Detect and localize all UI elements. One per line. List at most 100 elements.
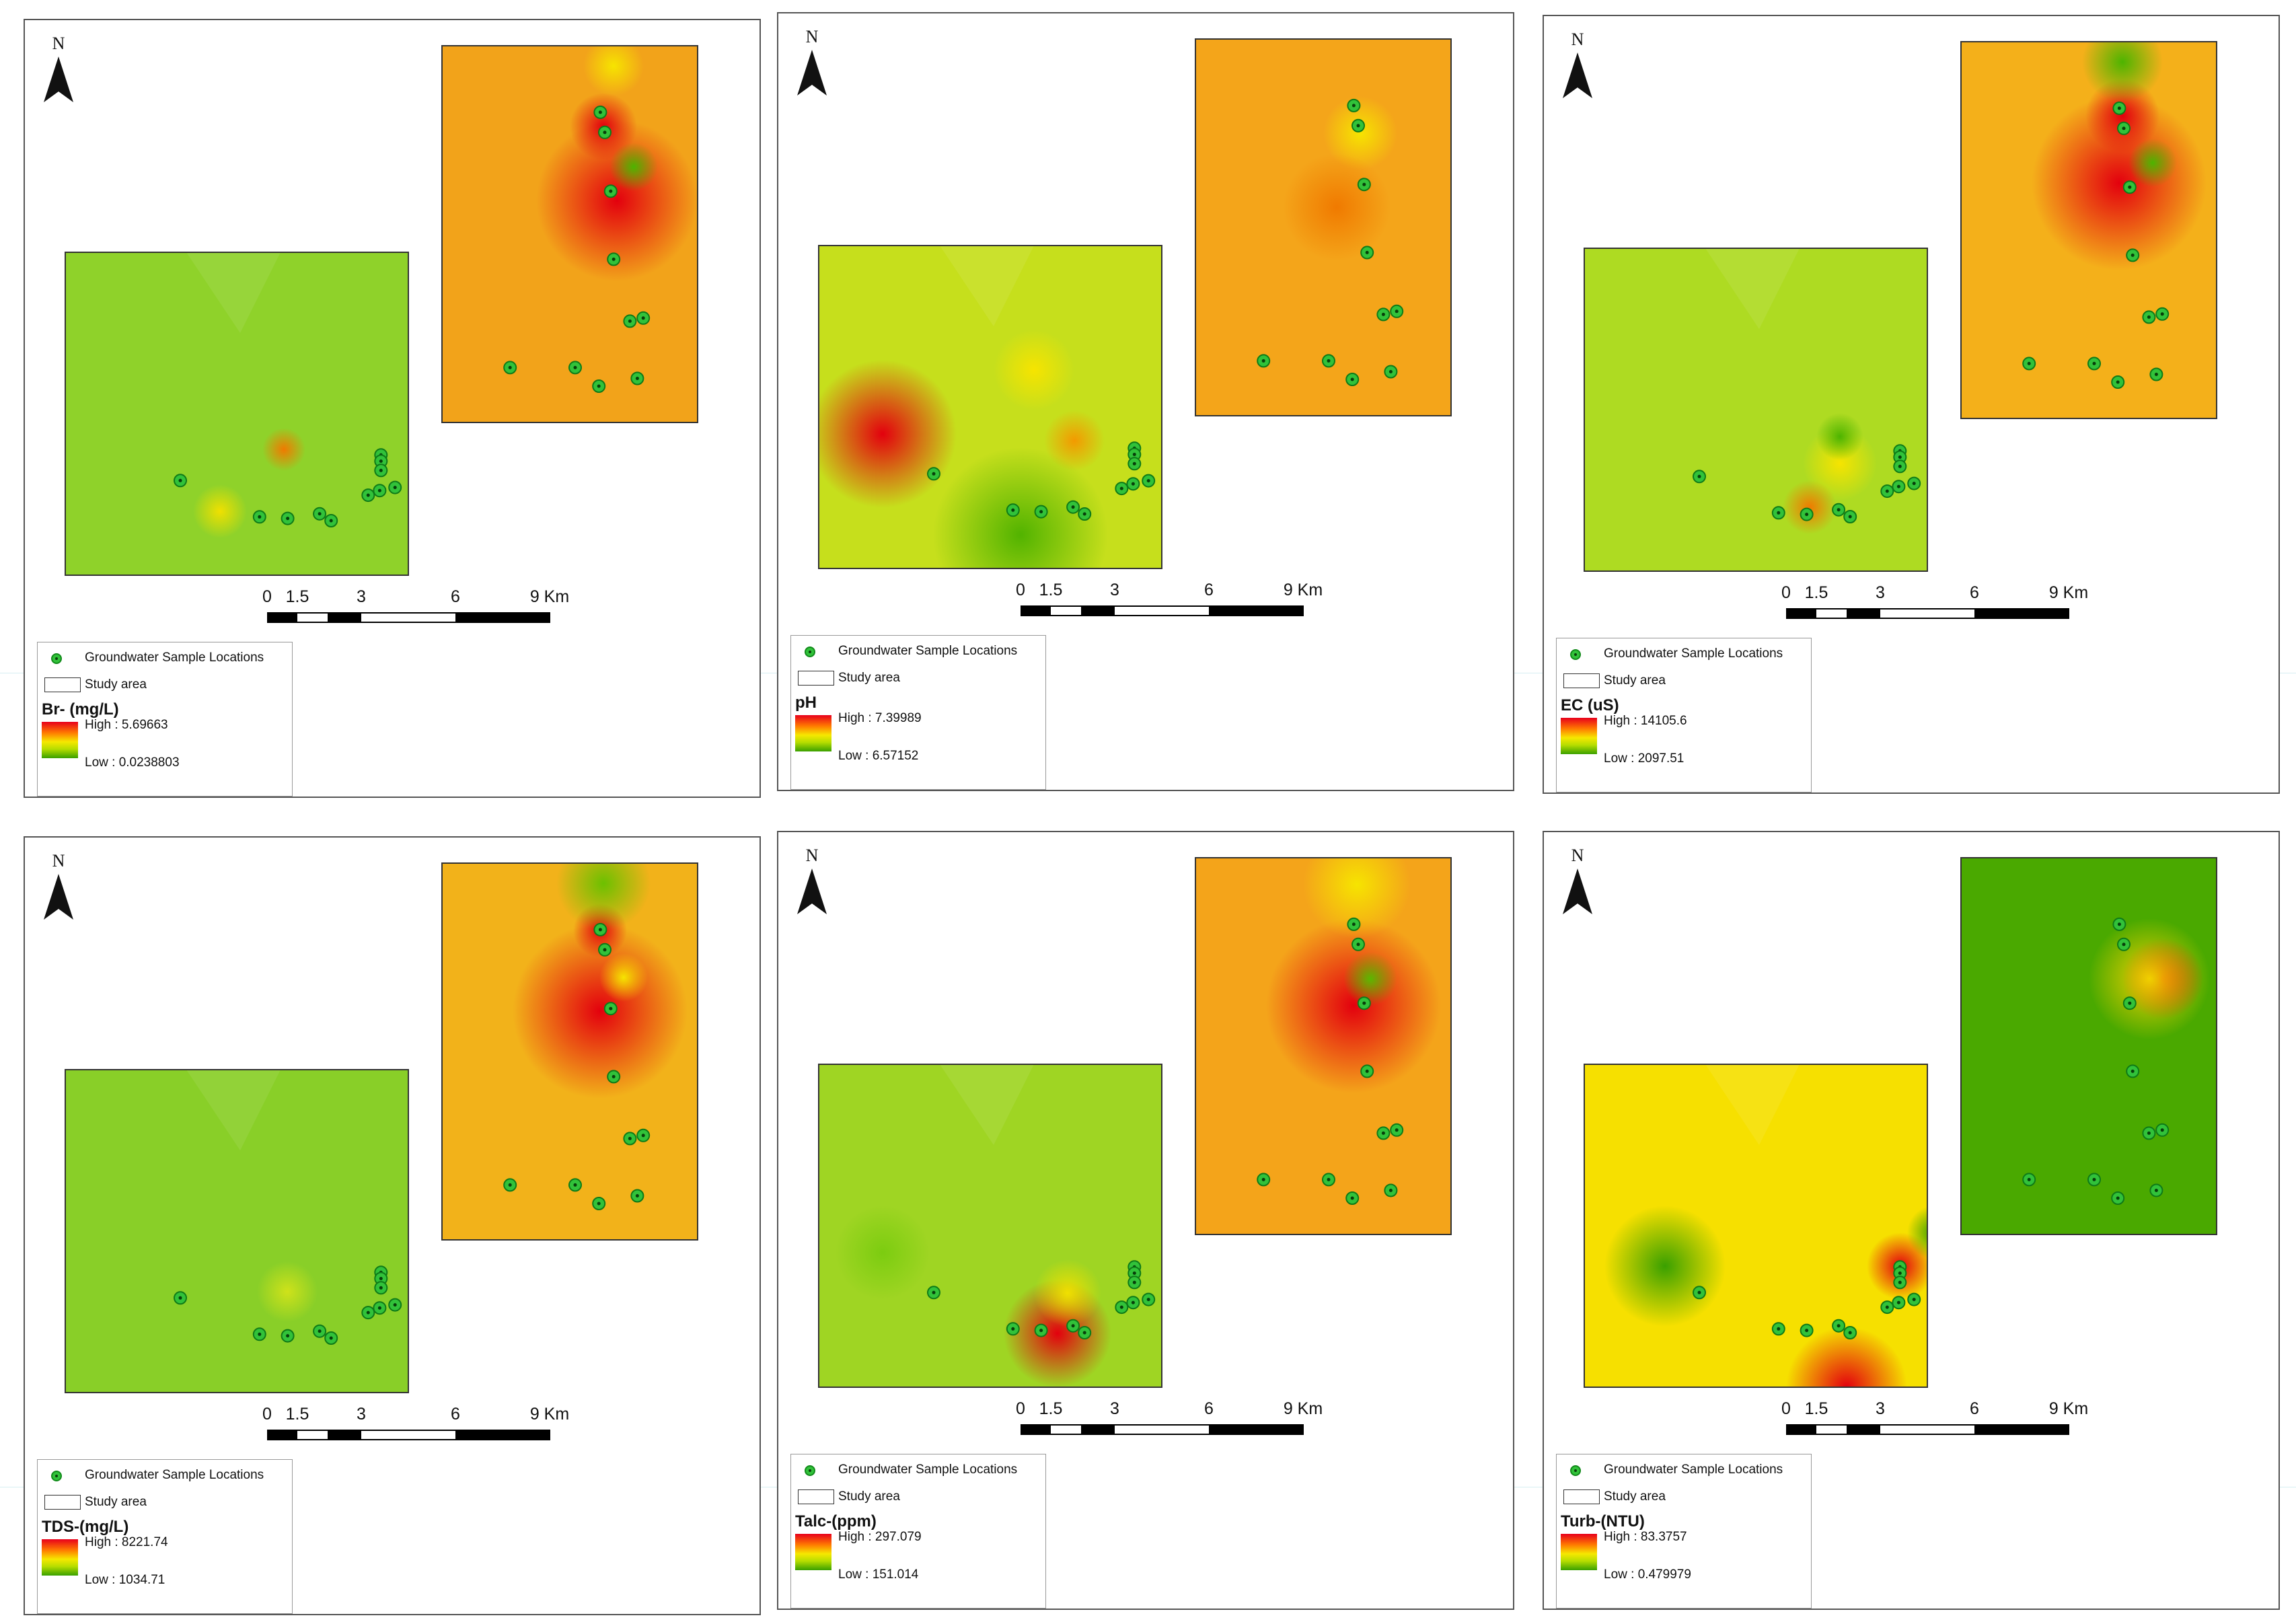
scale-tick-label: 3 <box>1876 1399 1885 1418</box>
legend-high-value: High : 14105.6 <box>1604 714 1687 728</box>
study-area-left <box>818 1064 1162 1388</box>
scale-tick-label: 9 Km <box>2048 583 2089 602</box>
scale-tick-label: 3 <box>357 587 366 606</box>
north-label: N <box>805 27 819 46</box>
interpolation-map <box>818 38 1452 569</box>
legend-study-area-label: Study area <box>85 1495 147 1509</box>
map-legend: Groundwater Sample Locations Study area Tu… <box>1556 1454 1812 1609</box>
study-area-swatch <box>1563 1489 1600 1504</box>
sample-point-icon <box>51 653 62 664</box>
scale-tick-label: 6 <box>1204 1399 1214 1418</box>
legend-study-area-label: Study area <box>1604 1489 1666 1504</box>
color-ramp <box>42 1539 78 1576</box>
legend-parameter-title: Talc-(ppm) <box>795 1512 877 1530</box>
legend-high-value: High : 297.079 <box>838 1530 922 1544</box>
scale-tick-label: 1.5 <box>1039 581 1063 599</box>
legend-low-value: Low : 2097.51 <box>1604 751 1684 766</box>
legend-study-area-label: Study area <box>85 677 147 692</box>
study-area-right <box>1960 857 2217 1235</box>
legend-study-area-label: Study area <box>838 671 900 685</box>
study-area-swatch <box>1563 673 1600 688</box>
legend-low-value: Low : 1034.71 <box>85 1573 165 1587</box>
legend-samples-label: Groundwater Sample Locations <box>85 1468 264 1482</box>
map-panel: N 0 1.5 3 6 9 Km Groundwater Sample Locations S… <box>777 831 1514 1610</box>
legend-high-value: High : 8221.74 <box>85 1535 168 1549</box>
map-panel: N 0 1.5 3 6 9 Km Groundwater Sample Locations S… <box>24 836 761 1615</box>
scale-tick-label: 6 <box>1970 1399 1979 1418</box>
sample-point-icon <box>1570 1465 1581 1476</box>
north-label: N <box>52 851 65 871</box>
scale-tick-label: 6 <box>451 587 460 606</box>
legend-samples-label: Groundwater Sample Locations <box>838 1463 1018 1477</box>
interpolation-map <box>65 45 698 576</box>
north-label: N <box>1571 846 1584 865</box>
map-panel: N 0 1.5 3 6 9 Km Groundwater Sample Locations S… <box>1543 831 2280 1610</box>
scale-tick-label: 9 Km <box>529 1405 570 1424</box>
map-legend: Groundwater Sample Locations Study area Br… <box>37 642 293 797</box>
scale-tick-label: 3 <box>1110 1399 1119 1418</box>
interpolation-map <box>1584 857 2217 1388</box>
study-area-left <box>1584 1064 1928 1388</box>
map-panel: N 0 1.5 3 6 9 Km Groundwater Sample Locations S… <box>777 12 1514 791</box>
interpolation-map <box>65 862 698 1393</box>
scale-bar: 0 1.5 3 6 9 Km <box>254 1405 569 1452</box>
scale-bar: 0 1.5 3 6 9 Km <box>1007 581 1323 628</box>
north-arrow-icon: N <box>1557 846 1598 920</box>
legend-high-value: High : 83.3757 <box>1604 1530 1687 1544</box>
legend-parameter-title: TDS-(mg/L) <box>42 1518 129 1536</box>
scale-tick-label: 9 Km <box>529 587 570 606</box>
scale-tick-label: 0 <box>1781 1399 1791 1418</box>
color-ramp <box>1561 718 1597 754</box>
study-area-swatch <box>798 671 834 686</box>
north-label: N <box>52 34 65 53</box>
north-arrow-icon: N <box>1557 30 1598 104</box>
scale-tick-label: 9 Km <box>1283 581 1323 599</box>
color-ramp <box>795 1534 831 1570</box>
scale-bar: 0 1.5 3 6 9 Km <box>1773 583 2088 630</box>
study-area-right <box>1195 857 1452 1235</box>
legend-samples-label: Groundwater Sample Locations <box>1604 1463 1783 1477</box>
legend-study-area-label: Study area <box>838 1489 900 1504</box>
study-area-right <box>1195 38 1452 416</box>
study-area-left <box>1584 248 1928 572</box>
north-arrow-icon: N <box>792 27 832 101</box>
scale-bar: 0 1.5 3 6 9 Km <box>254 587 569 634</box>
color-ramp <box>42 722 78 758</box>
scale-tick-label: 3 <box>1876 583 1885 602</box>
legend-low-value: Low : 6.57152 <box>838 749 919 763</box>
sample-point-icon <box>1570 649 1581 660</box>
sample-point-icon <box>51 1471 62 1481</box>
color-ramp <box>1561 1534 1597 1570</box>
legend-low-value: Low : 0.479979 <box>1604 1567 1691 1582</box>
legend-parameter-title: Turb-(NTU) <box>1561 1512 1645 1530</box>
scale-tick-label: 6 <box>1204 581 1214 599</box>
legend-parameter-title: EC (uS) <box>1561 696 1619 714</box>
scale-tick-label: 0 <box>262 1405 272 1424</box>
study-area-right <box>441 862 698 1241</box>
map-legend: Groundwater Sample Locations Study area pH… <box>790 635 1046 790</box>
scale-tick-label: 0 <box>1781 583 1791 602</box>
interpolation-map <box>818 857 1452 1388</box>
sample-point-icon <box>805 1465 815 1476</box>
study-area-swatch <box>44 1495 81 1510</box>
scale-tick-label: 1.5 <box>1039 1399 1063 1418</box>
scale-tick-label: 0 <box>1016 581 1025 599</box>
legend-low-value: Low : 0.0238803 <box>85 755 180 770</box>
interpolation-map <box>1584 41 2217 572</box>
scale-tick-label: 1.5 <box>285 1405 309 1424</box>
study-area-left <box>818 245 1162 569</box>
scale-tick-label: 1.5 <box>285 587 309 606</box>
scale-tick-label: 0 <box>262 587 272 606</box>
north-label: N <box>1571 30 1584 49</box>
legend-parameter-title: Br- (mg/L) <box>42 700 119 718</box>
scale-tick-label: 3 <box>357 1405 366 1424</box>
study-area-left <box>65 1069 409 1393</box>
scale-bar: 0 1.5 3 6 9 Km <box>1007 1399 1323 1446</box>
north-arrow-icon: N <box>38 34 79 108</box>
map-panel: N 0 1.5 3 6 9 Km Groundwater Sample Locations S… <box>24 19 761 798</box>
scale-tick-label: 9 Km <box>1283 1399 1323 1418</box>
study-area-left <box>65 252 409 576</box>
north-arrow-icon: N <box>38 851 79 925</box>
color-ramp <box>795 715 831 751</box>
map-panel: N 0 1.5 3 6 9 Km Groundwater Sample Locations S… <box>1543 15 2280 794</box>
